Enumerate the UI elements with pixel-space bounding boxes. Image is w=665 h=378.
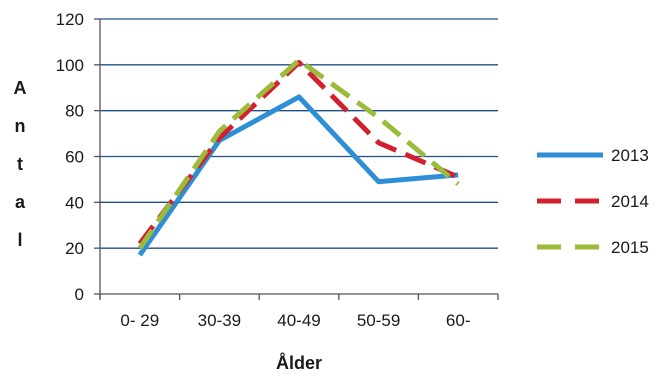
y-tick-label: 80 (65, 102, 84, 121)
y-axis-title-letter: l (17, 230, 22, 250)
y-tick-label: 20 (65, 239, 84, 258)
y-axis-title-letter: n (15, 116, 26, 136)
x-tick-label: 60- (446, 311, 471, 330)
y-tick-label: 100 (56, 56, 84, 75)
x-tick-label: 0- 29 (120, 311, 159, 330)
x-axis-title: Ålder (276, 353, 322, 373)
y-axis-title-letter: a (15, 192, 26, 212)
legend-label: 2015 (611, 238, 649, 257)
y-axis-title-letter: t (17, 154, 23, 174)
x-tick-label: 40-49 (277, 311, 320, 330)
y-tick-label: 60 (65, 148, 84, 167)
y-axis-title-letter: A (14, 78, 27, 98)
y-tick-label: 40 (65, 193, 84, 212)
x-tick-label: 30-39 (198, 311, 241, 330)
series-line-2013 (137, 94, 459, 257)
x-tick-label: 50-59 (357, 311, 400, 330)
y-tick-label: 120 (56, 10, 84, 29)
y-tick-label: 0 (75, 285, 84, 304)
legend-label: 2013 (611, 146, 649, 165)
series-line-2014 (137, 60, 460, 246)
legend-label: 2014 (611, 192, 649, 211)
